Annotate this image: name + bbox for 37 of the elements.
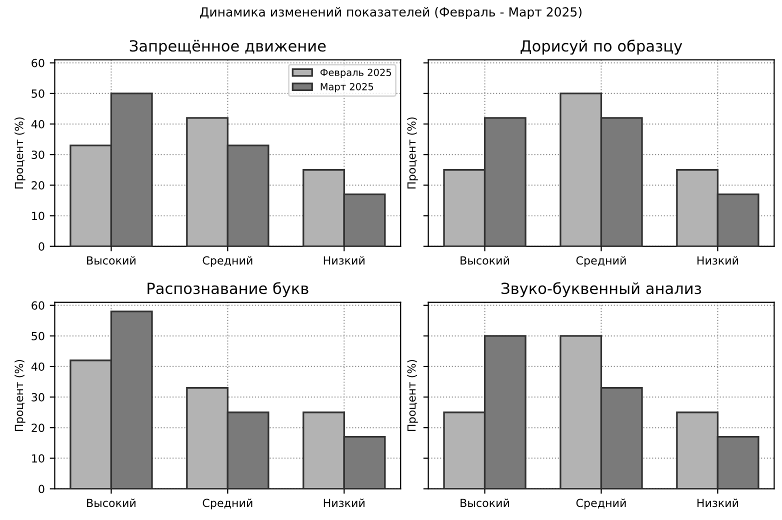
- chart-title: Распознавание букв: [148, 282, 308, 298]
- chart-title: Звуко-буквенный анализ: [502, 282, 702, 298]
- y-tick-label: 0: [38, 242, 44, 251]
- x-tick-label: Низкий: [697, 498, 738, 508]
- x-tick-label: Средний: [576, 256, 626, 267]
- y-tick-label: 50: [32, 332, 44, 340]
- y-axis-title: Процент (%): [14, 117, 26, 189]
- y-tick-label: 30: [32, 150, 44, 159]
- y-tick-label: 60: [32, 58, 44, 68]
- x-tick-label: Средний: [576, 498, 626, 510]
- y-tick-label: 40: [31, 120, 44, 128]
- y-tick-label: 10: [32, 212, 44, 220]
- x-tick-label: Низкий: [697, 256, 738, 265]
- y-tick-label: 60: [32, 301, 44, 310]
- x-tick-label: Низкий: [324, 498, 364, 508]
- legend-label: Февраль 2025: [320, 68, 392, 78]
- x-tick-label: Высокий: [460, 498, 509, 508]
- x-tick-label: Средний: [202, 256, 252, 267]
- y-tick-label: 40: [31, 362, 44, 371]
- y-axis-title: Процент (%): [14, 360, 26, 431]
- chart-title: Дорисуй по образцу: [520, 40, 682, 55]
- x-tick-label: Средний: [202, 498, 252, 510]
- x-tick-label: Высокий: [87, 256, 136, 265]
- chart-title: Запрещённое движение: [130, 40, 326, 55]
- x-tick-label: Высокий: [87, 498, 136, 508]
- y-tick-label: 30: [32, 393, 44, 402]
- y-tick-label: 50: [32, 89, 44, 98]
- y-axis-title: Процент (%): [407, 117, 418, 189]
- y-tick-label: 20: [32, 181, 44, 190]
- y-axis-title: Процент (%): [407, 360, 418, 431]
- legend-label: Март 2025: [320, 82, 374, 92]
- text: Динамика изменений показателей (Февраль - Март 2025): [200, 6, 582, 20]
- y-tick-label: 20: [32, 424, 44, 432]
- y-tick-label: 0: [38, 484, 44, 494]
- y-tick-label: 10: [32, 454, 44, 463]
- x-tick-label: Низкий: [324, 256, 364, 265]
- x-tick-label: Высокий: [460, 256, 509, 265]
